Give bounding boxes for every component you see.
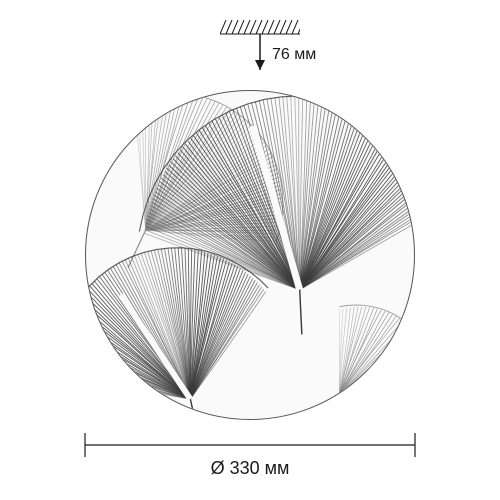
fixture-circle	[85, 90, 415, 420]
width-dimension-label: Ø 330 мм	[0, 458, 500, 479]
dimension-diagram: 76 мм Ø 330 мм	[0, 0, 500, 500]
ginkgo-leaf-illustration	[86, 91, 414, 419]
depth-dimension-label: 76 мм	[272, 46, 316, 64]
width-dimension	[75, 433, 425, 461]
ceiling-hatch-icon	[220, 20, 300, 36]
